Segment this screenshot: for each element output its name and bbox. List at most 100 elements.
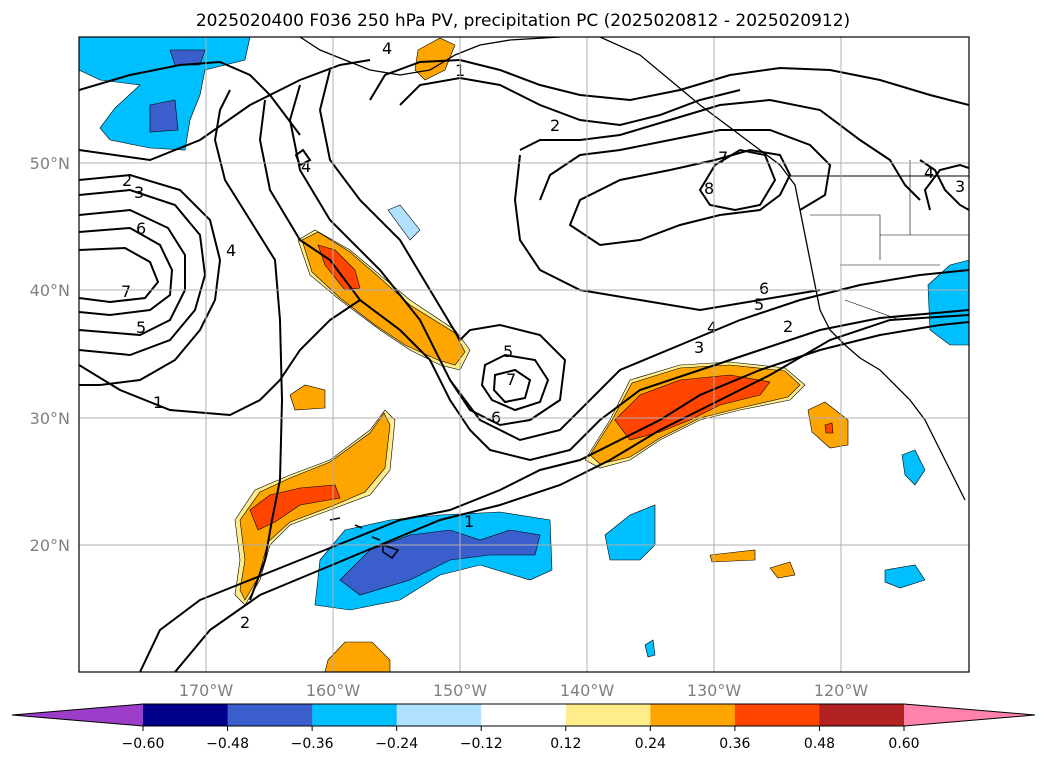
precip-positive-region (239, 412, 391, 601)
precip-positive-region (414, 37, 456, 81)
precip-negative-region (169, 49, 206, 66)
lon-label: 130°W (687, 681, 742, 700)
colorbar-extend-low (12, 704, 143, 726)
colorbar-tick-label: 0.48 (804, 736, 835, 752)
colorbar-tick-label: −0.12 (460, 736, 503, 752)
colorbar-tick-label: 0.12 (550, 736, 581, 752)
colorbar-segment (481, 704, 567, 726)
precip-negative-region (339, 529, 541, 596)
lon-label: 140°W (560, 681, 615, 700)
colorbar-tick-label: −0.36 (291, 736, 334, 752)
contour-label: 5 (136, 318, 146, 337)
colorbar-tick-label: 0.60 (888, 736, 919, 752)
pv-contour (539, 129, 832, 211)
colorbar-segment (396, 704, 482, 726)
pv-contour (174, 314, 969, 672)
pv-contour (294, 148, 312, 167)
lon-label: 150°W (433, 681, 488, 700)
pv-contour-layer (79, 58, 969, 672)
colorbar-tick-label: 0.24 (635, 736, 666, 752)
pv-contour (399, 76, 741, 127)
precip-positive-region (824, 422, 834, 434)
colorbar-segment (312, 704, 398, 726)
precip-negative-region (149, 99, 179, 133)
colorbar-extend-high (904, 704, 1035, 726)
precip-positive-region (289, 384, 326, 411)
contour-label: 4 (226, 241, 236, 260)
contour-label: 2 (550, 116, 560, 135)
lat-label: 30°N (30, 409, 70, 428)
colorbar-tick-label: −0.60 (122, 736, 165, 752)
contour-label: 5 (503, 342, 513, 361)
coastline-layer (299, 37, 969, 560)
pv-contour (923, 163, 969, 211)
lon-label: 160°W (306, 681, 361, 700)
contour-label: 4 (924, 163, 934, 182)
map-title: 2025020400 F036 250 hPa PV, precipitatio… (196, 11, 850, 31)
lat-label: 20°N (30, 536, 70, 555)
colorbar-segment (650, 704, 736, 726)
pv-contour (369, 58, 969, 106)
colorbar-segment (143, 704, 229, 726)
colorbar-tick-label: −0.48 (206, 736, 249, 752)
pv-contour (79, 173, 222, 386)
contour-label: 5 (754, 295, 764, 314)
contour-label: 7 (718, 148, 728, 167)
pv-contour (519, 98, 921, 201)
pv-contour (139, 321, 969, 672)
precip-positive-region (317, 244, 361, 291)
contour-label: 2 (240, 613, 250, 632)
precip-positive-region (709, 549, 756, 563)
precip-positive-region (769, 561, 796, 579)
pv-contour (79, 188, 207, 357)
pv-contour (258, 99, 969, 462)
graticule (79, 37, 969, 672)
contour-label: 2 (122, 171, 132, 190)
contour-label: 1 (464, 512, 474, 531)
precip-negative-region (884, 564, 926, 589)
lon-label: 120°W (814, 681, 869, 700)
precip-negative-region (644, 639, 656, 658)
colorbar-segment (227, 704, 313, 726)
contour-label: 6 (136, 219, 146, 238)
border-states (810, 160, 969, 321)
latitude-labels: 50°N 40°N 30°N 20°N (30, 154, 70, 555)
contour-label: 8 (704, 179, 714, 198)
pv-contour (568, 148, 792, 247)
coastline-canada (599, 37, 801, 211)
pv-contour (79, 226, 174, 317)
pv-contour (919, 159, 969, 211)
pv-contour (79, 208, 186, 337)
precip-negative-region (901, 449, 926, 486)
contour-label: 7 (121, 282, 131, 301)
hawaii-islands (329, 517, 400, 560)
pv-contour (79, 299, 361, 417)
contour-label: 2 (783, 317, 793, 336)
colorbar-segment (565, 704, 651, 726)
map-frame (78, 36, 970, 673)
colorbar-segment (734, 704, 820, 726)
pv-contour (480, 353, 550, 412)
contour-label: 4 (707, 318, 717, 337)
lat-label: 40°N (30, 281, 70, 300)
precip-negative-region (387, 204, 421, 241)
longitude-labels: 170°W 160°W 150°W 140°W 130°W 120°W (179, 681, 869, 700)
pv-contour (288, 84, 969, 442)
lon-label: 170°W (179, 681, 234, 700)
contour-label: 7 (506, 370, 516, 389)
contour-label: 1 (153, 393, 163, 412)
pv-contour (79, 246, 160, 304)
precip-fill-layer (79, 37, 969, 672)
pv-contour (318, 69, 567, 427)
contour-label: 4 (382, 39, 392, 58)
lat-label: 50°N (30, 154, 70, 173)
pv-contour (492, 368, 532, 404)
precip-positive-region (324, 641, 391, 672)
map-panel: 4 2 1 2 3 6 4 7 5 1 4 7 8 6 5 4 3 2 7 5 (78, 36, 970, 673)
contour-label: 3 (955, 177, 965, 196)
pv-contour (79, 59, 371, 162)
contour-label: 3 (694, 338, 704, 357)
colorbar-segment (819, 704, 905, 726)
coastline-us-west (799, 209, 966, 501)
colorbar: −0.60 −0.48 −0.36 −0.24 −0.12 0.12 0.24 0.36 0.4… (11, 703, 1036, 752)
